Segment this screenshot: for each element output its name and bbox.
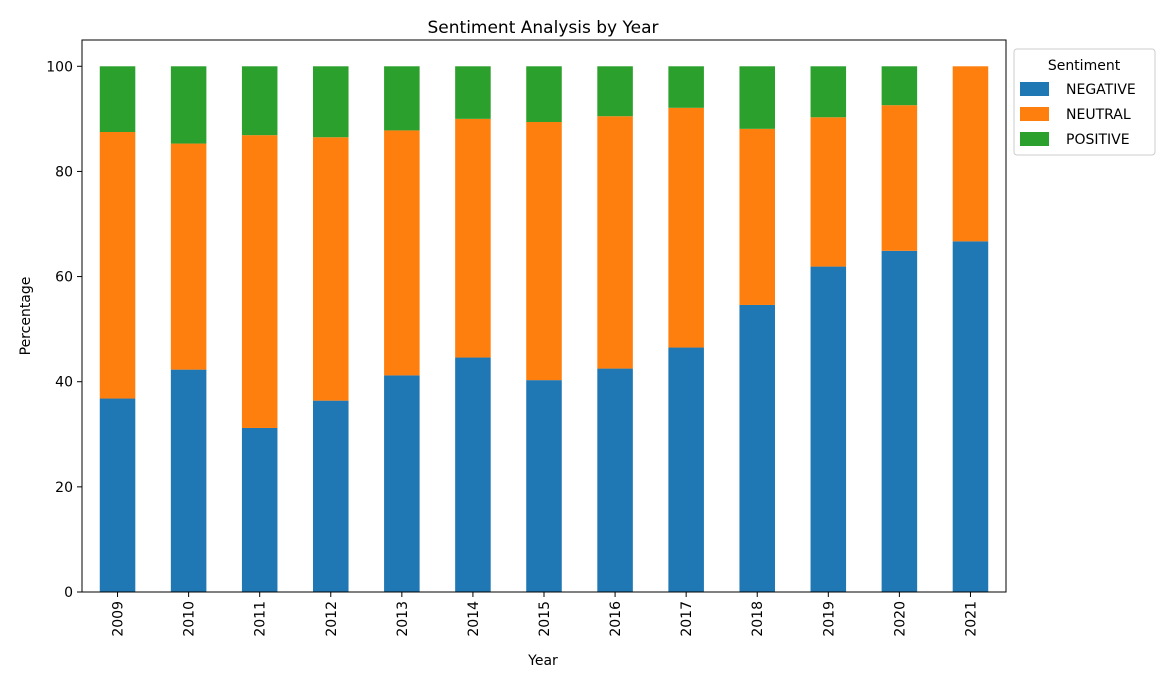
- legend-title: Sentiment: [1048, 58, 1121, 74]
- bar-positive-2017: [668, 66, 704, 108]
- legend-swatch-positive: [1020, 132, 1049, 146]
- y-tick-label: 40: [55, 375, 73, 391]
- x-tick-label: 2014: [466, 601, 482, 637]
- bar-negative-2013: [384, 375, 420, 592]
- legend-swatch-negative: [1020, 82, 1049, 96]
- x-tick-label: 2009: [111, 601, 127, 637]
- bar-negative-2020: [881, 250, 918, 592]
- x-tick-label: 2021: [963, 601, 979, 637]
- bar-neutral-2020: [881, 105, 918, 251]
- bar-positive-2012: [313, 66, 349, 138]
- x-tick-label: 2016: [608, 601, 624, 637]
- bar-neutral-2011: [241, 135, 278, 428]
- bar-positive-2019: [810, 66, 847, 118]
- legend-frame: [1013, 48, 1156, 156]
- bar-neutral-2021: [952, 66, 989, 242]
- bar-negative-2014: [455, 357, 491, 592]
- bar-neutral-2018: [739, 128, 775, 305]
- y-axis-ticks: 0 20 40 60 80 100: [46, 59, 82, 601]
- bar-neutral-2010: [170, 143, 207, 370]
- legend-label-positive: POSITIVE: [1066, 132, 1130, 148]
- legend: Sentiment NEGATIVE NEUTRAL POSITIVE: [1013, 48, 1156, 156]
- bar-positive-2011: [241, 66, 278, 136]
- x-tick-label: 2011: [253, 601, 269, 637]
- x-tick-label: 2017: [679, 601, 695, 637]
- chart-title: Sentiment Analysis by Year: [428, 18, 659, 38]
- y-tick-label: 20: [55, 480, 73, 496]
- x-tick-label: 2015: [537, 601, 553, 637]
- x-tick-label: 2010: [182, 601, 198, 637]
- bar-positive-2009: [99, 66, 136, 132]
- bar-positive-2014: [455, 66, 491, 119]
- bar-negative-2019: [810, 266, 847, 592]
- x-tick-label: 2013: [395, 601, 411, 637]
- bar-negative-2021: [952, 241, 989, 592]
- bar-negative-2016: [597, 368, 633, 592]
- bar-positive-2013: [384, 66, 420, 131]
- bar-positive-2016: [597, 66, 633, 117]
- bar-negative-2015: [526, 380, 562, 592]
- bar-neutral-2016: [597, 116, 633, 369]
- y-tick-label: 0: [64, 585, 73, 601]
- bar-negative-2017: [668, 347, 704, 592]
- bar-negative-2011: [241, 427, 278, 592]
- bar-negative-2012: [313, 400, 349, 592]
- x-axis-ticks: 2009 2010 2011 2012 2013 2014 2015 2016 2017 2018…: [111, 592, 979, 637]
- x-tick-label: 2020: [892, 601, 908, 637]
- bar-positive-2010: [170, 66, 207, 144]
- bar-neutral-2013: [384, 130, 420, 376]
- x-tick-label: 2019: [821, 601, 837, 637]
- bar-neutral-2014: [455, 118, 491, 358]
- bar-neutral-2009: [99, 132, 136, 399]
- legend-items: NEGATIVE NEUTRAL POSITIVE: [1020, 82, 1136, 148]
- y-tick-label: 60: [55, 270, 73, 286]
- bar-neutral-2019: [810, 117, 847, 267]
- x-tick-label: 2018: [750, 601, 766, 637]
- bar-positive-2018: [739, 66, 775, 129]
- legend-label-neutral: NEUTRAL: [1066, 107, 1131, 123]
- bar-negative-2009: [99, 398, 136, 592]
- y-tick-label: 100: [46, 59, 73, 75]
- y-axis-label: Percentage: [18, 277, 34, 356]
- bar-negative-2010: [170, 369, 207, 592]
- x-tick-label: 2012: [324, 601, 340, 637]
- y-tick-label: 80: [55, 164, 73, 180]
- bar-neutral-2012: [313, 137, 349, 401]
- legend-label-negative: NEGATIVE: [1066, 82, 1136, 98]
- bar-positive-2020: [881, 66, 918, 106]
- legend-swatch-neutral: [1020, 107, 1049, 121]
- bar-neutral-2017: [668, 107, 704, 348]
- bar-negative-2018: [739, 304, 775, 592]
- x-axis-label: Year: [527, 653, 558, 669]
- bar-stacks: [99, 66, 989, 592]
- bar-neutral-2015: [526, 122, 562, 381]
- bar-positive-2015: [526, 66, 562, 123]
